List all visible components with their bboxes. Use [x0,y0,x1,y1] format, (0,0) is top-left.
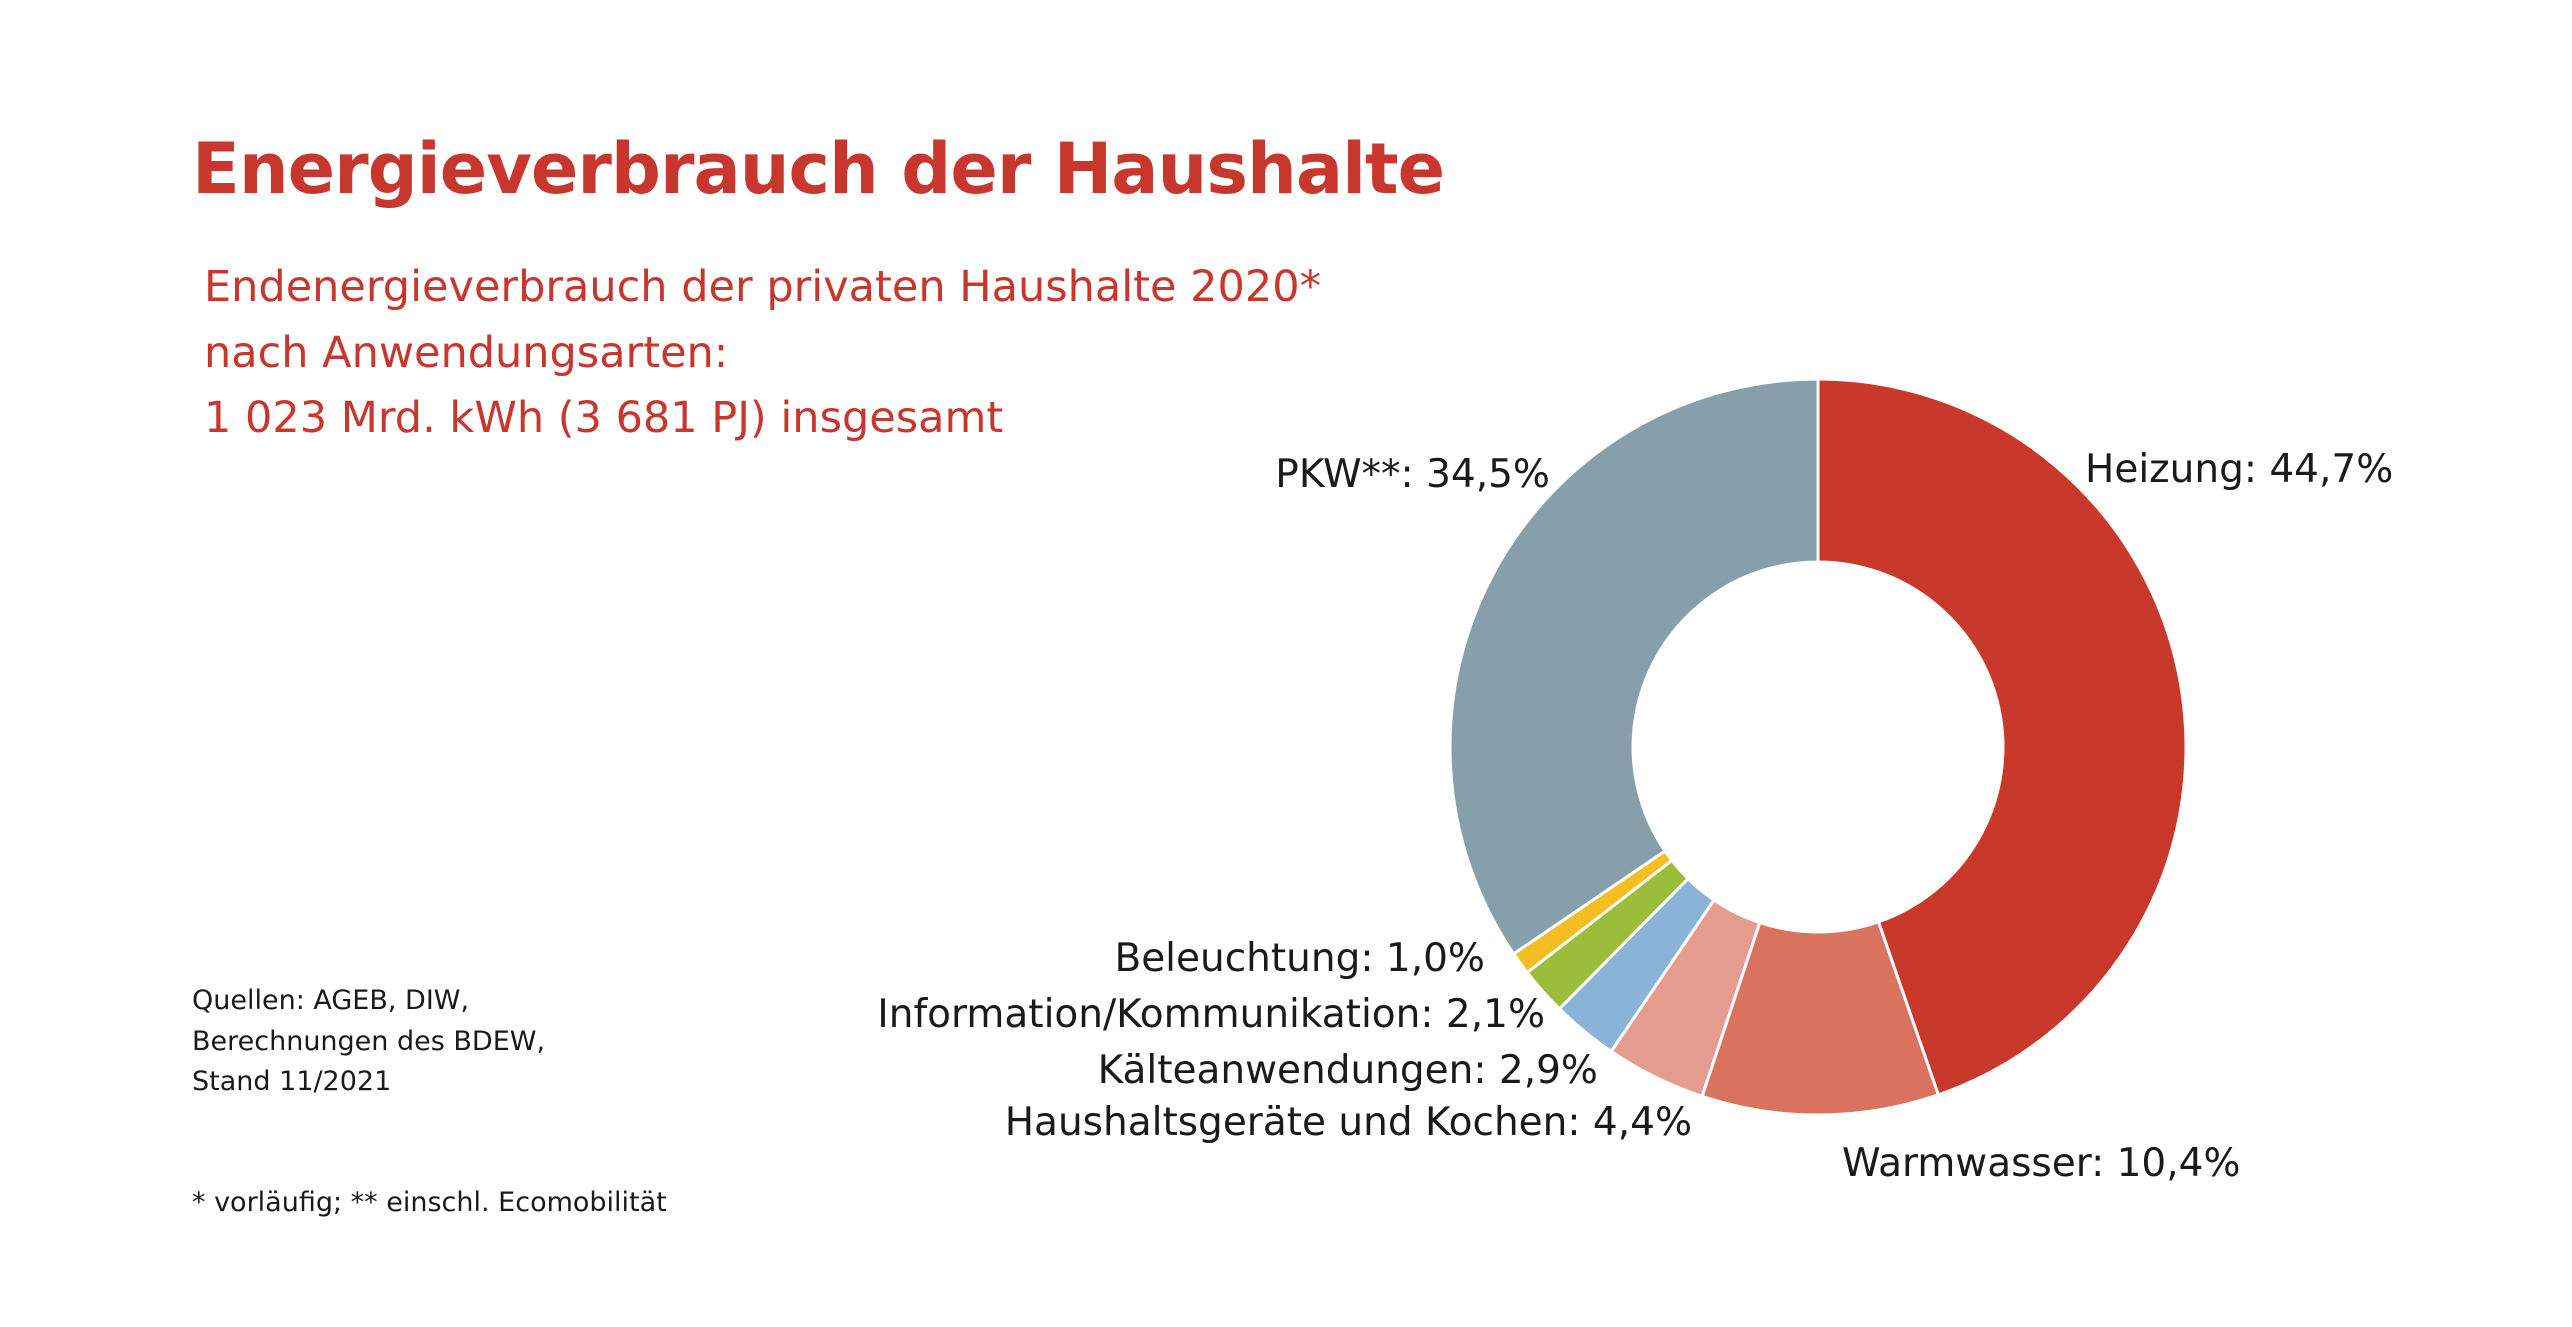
footnote: * vorläufig; ** einschl. Ecomobilität [192,1187,667,1218]
slice-heizung [1816,377,2188,1097]
slice-warmwasser [1700,919,1941,1117]
slice-labels: Heizung: 44,7% Warmwasser: 10,4% Haushalts… [877,447,2393,1186]
label-heizung: Heizung: 44,7% [2085,447,2393,492]
label-warmwasser: Warmwasser: 10,4% [1842,1141,2241,1186]
source-line-1: Quellen: AGEB, DIW, [192,985,470,1016]
chart-subtitle-line-2: nach Anwendungsarten: [204,328,729,378]
source-line-2: Berechnungen des BDEW, [192,1026,546,1057]
donut-slices [1448,377,2188,1117]
chart-subtitle-line-3: 1 023 Mrd. kWh (3 681 PJ) insgesamt [204,393,1004,443]
label-beleuchtung: Beleuchtung: 1,0% [1114,936,1485,981]
chart-subtitle-line-1: Endenergieverbrauch der privaten Haushal… [204,262,1322,312]
label-pkw: PKW**: 34,5% [1275,452,1550,497]
slice-pkw [1448,377,1820,956]
label-haushaltsgeraete-und-kochen: Haushaltsgeräte und Kochen: 4,4% [1005,1100,1692,1145]
chart-title: Energieverbrauch der Haushalte [192,128,1445,210]
label-information-kommunikation: Information/Kommunikation: 2,1% [877,992,1545,1037]
source-line-3: Stand 11/2021 [192,1066,392,1097]
label-kaelteanwendungen: Kälteanwendungen: 2,9% [1098,1048,1598,1093]
